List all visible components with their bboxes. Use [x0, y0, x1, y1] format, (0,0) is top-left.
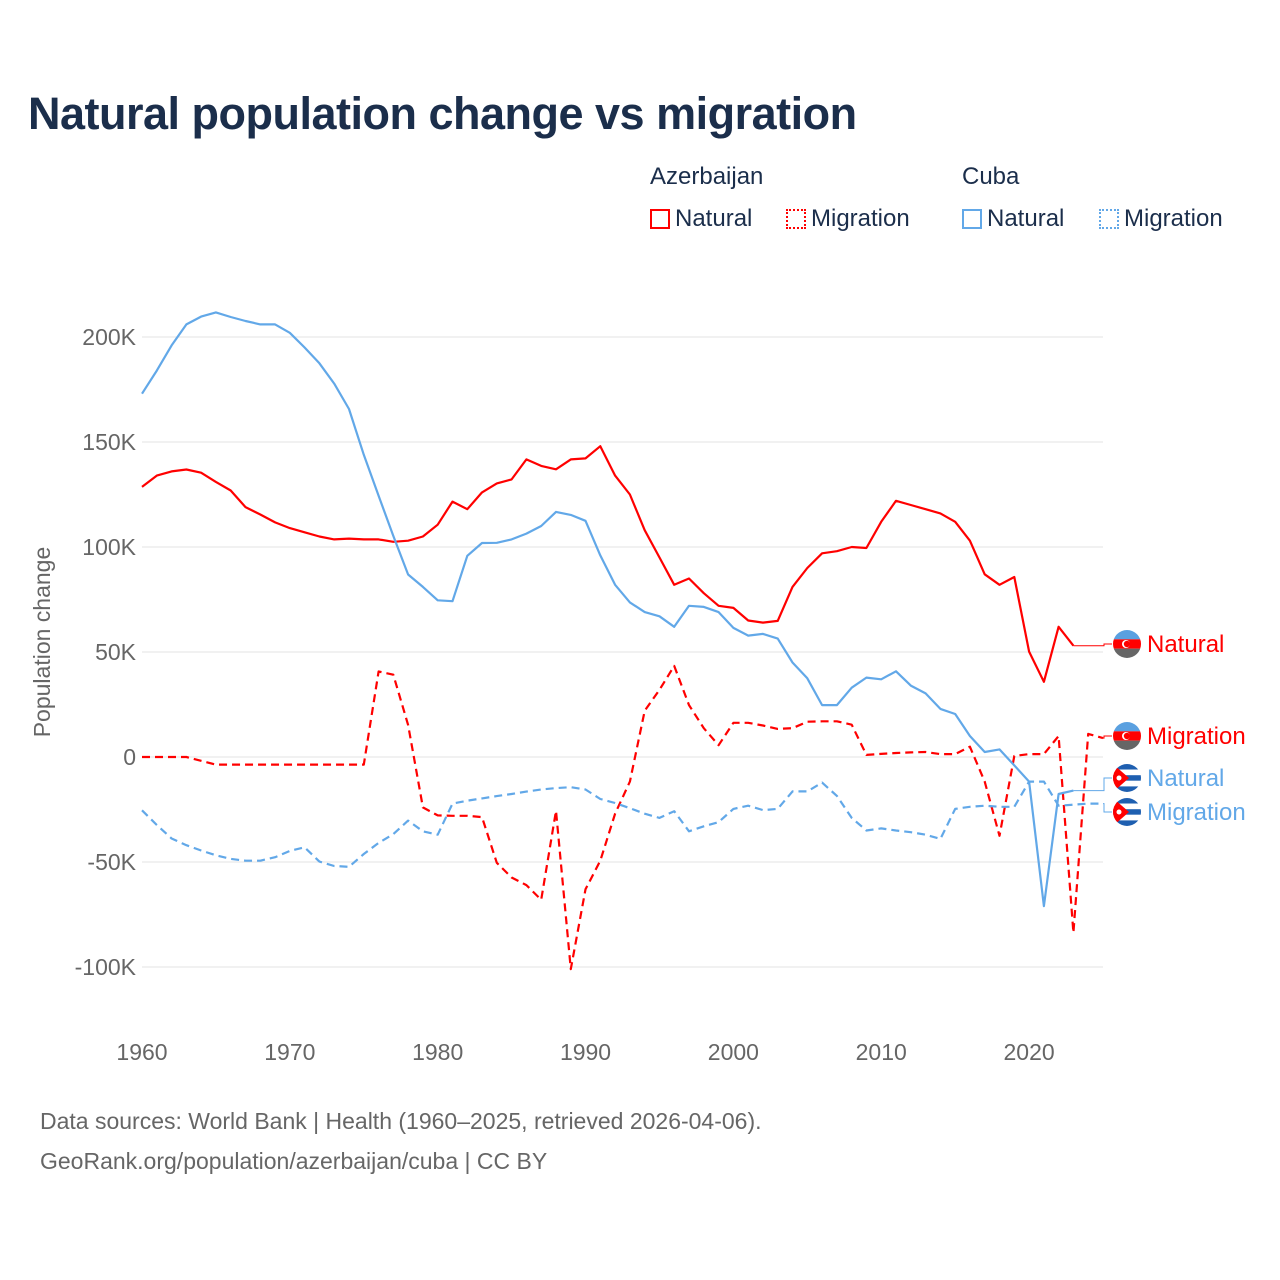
- x-tick-label: 2020: [1003, 1039, 1054, 1065]
- legend-label: Natural: [675, 205, 753, 232]
- end-label-cuba-natural: Natural: [1147, 765, 1224, 792]
- series-line-cuba-migration: [141, 780, 1103, 868]
- chart-title: Natural population change vs migration: [28, 88, 857, 139]
- flag-cuba-icon: [1113, 764, 1141, 792]
- legend-azerbaijan-migration[interactable]: Migration: [786, 205, 910, 233]
- flag-body: [1113, 798, 1141, 826]
- legend-azerbaijan-natural[interactable]: Natural: [650, 205, 752, 233]
- flag-stripe: [1113, 764, 1141, 770]
- end-label-connector: [1103, 803, 1112, 813]
- flag-azerbaijan-icon: [1113, 722, 1141, 750]
- x-tick-label: 1960: [116, 1039, 167, 1065]
- flag-stripe: [1113, 740, 1141, 750]
- end-label-azerbaijan-natural: Natural: [1147, 631, 1224, 658]
- legend-label: Natural: [987, 205, 1065, 232]
- flag-stripe: [1113, 798, 1141, 804]
- legend-swatch-solid-icon: [650, 209, 670, 229]
- y-tick-label: 0: [123, 744, 136, 770]
- x-tick-label: 1970: [264, 1039, 315, 1065]
- crescent-cut: [1123, 640, 1131, 648]
- flag-stripe: [1113, 786, 1141, 792]
- end-label-connector: [1073, 777, 1112, 792]
- flag-body: [1113, 630, 1141, 658]
- end-label-azerbaijan-migration: Migration: [1147, 723, 1246, 750]
- flag-body: [1113, 722, 1141, 750]
- legend-cuba-migration[interactable]: Migration: [1099, 205, 1223, 233]
- y-axis-label: Population change: [29, 547, 55, 738]
- legend-swatch-solid-icon: [962, 209, 982, 229]
- flag-stripe: [1113, 814, 1141, 821]
- legend-group-azerbaijan: Azerbaijan: [650, 163, 764, 190]
- flag-star: [1116, 809, 1122, 815]
- flag-stripe: [1113, 780, 1141, 787]
- legend-swatch-dotted-icon: [1099, 209, 1119, 229]
- x-tick-label: 1990: [560, 1039, 611, 1065]
- series-line-azerbaijan-migration: [142, 664, 1104, 971]
- legend-swatch-dotted-icon: [786, 209, 806, 229]
- flag-stripe: [1113, 722, 1141, 732]
- legend-label: Migration: [811, 205, 910, 232]
- flag-stripe: [1113, 630, 1141, 640]
- flag-star: [1116, 775, 1122, 781]
- flag-stripe: [1113, 769, 1141, 776]
- x-tick-label: 2010: [856, 1039, 907, 1065]
- x-tick-label: 1980: [412, 1039, 463, 1065]
- y-tick-label: 100K: [82, 534, 136, 560]
- flag-stripe: [1113, 803, 1141, 810]
- footer-attribution: GeoRank.org/population/azerbaijan/cuba |…: [40, 1148, 548, 1174]
- series-line-azerbaijan-natural: [141, 445, 1075, 683]
- legend-cuba-natural[interactable]: Natural: [962, 205, 1064, 233]
- crescent-cut: [1123, 732, 1131, 740]
- flag-stripe: [1113, 820, 1141, 826]
- flag-stripe: [1113, 648, 1141, 658]
- legend-group-cuba: Cuba: [962, 163, 1020, 190]
- flag-azerbaijan-icon: [1113, 630, 1141, 658]
- end-label-cuba-migration: Migration: [1147, 799, 1246, 826]
- end-label-connector: [1103, 735, 1112, 739]
- legend-label: Migration: [1124, 205, 1223, 232]
- y-tick-label: 50K: [95, 639, 137, 665]
- flag-cuba-icon: [1113, 798, 1141, 826]
- y-tick-label: -50K: [87, 849, 136, 875]
- x-tick-label: 2000: [708, 1039, 759, 1065]
- flag-body: [1113, 764, 1141, 792]
- series-line-cuba-natural: [141, 311, 1074, 908]
- y-tick-label: -100K: [75, 954, 137, 980]
- y-tick-label: 150K: [82, 429, 136, 455]
- footer-sources: Data sources: World Bank | Health (1960–…: [40, 1108, 762, 1134]
- y-tick-label: 200K: [82, 324, 136, 350]
- end-label-connector: [1073, 643, 1112, 647]
